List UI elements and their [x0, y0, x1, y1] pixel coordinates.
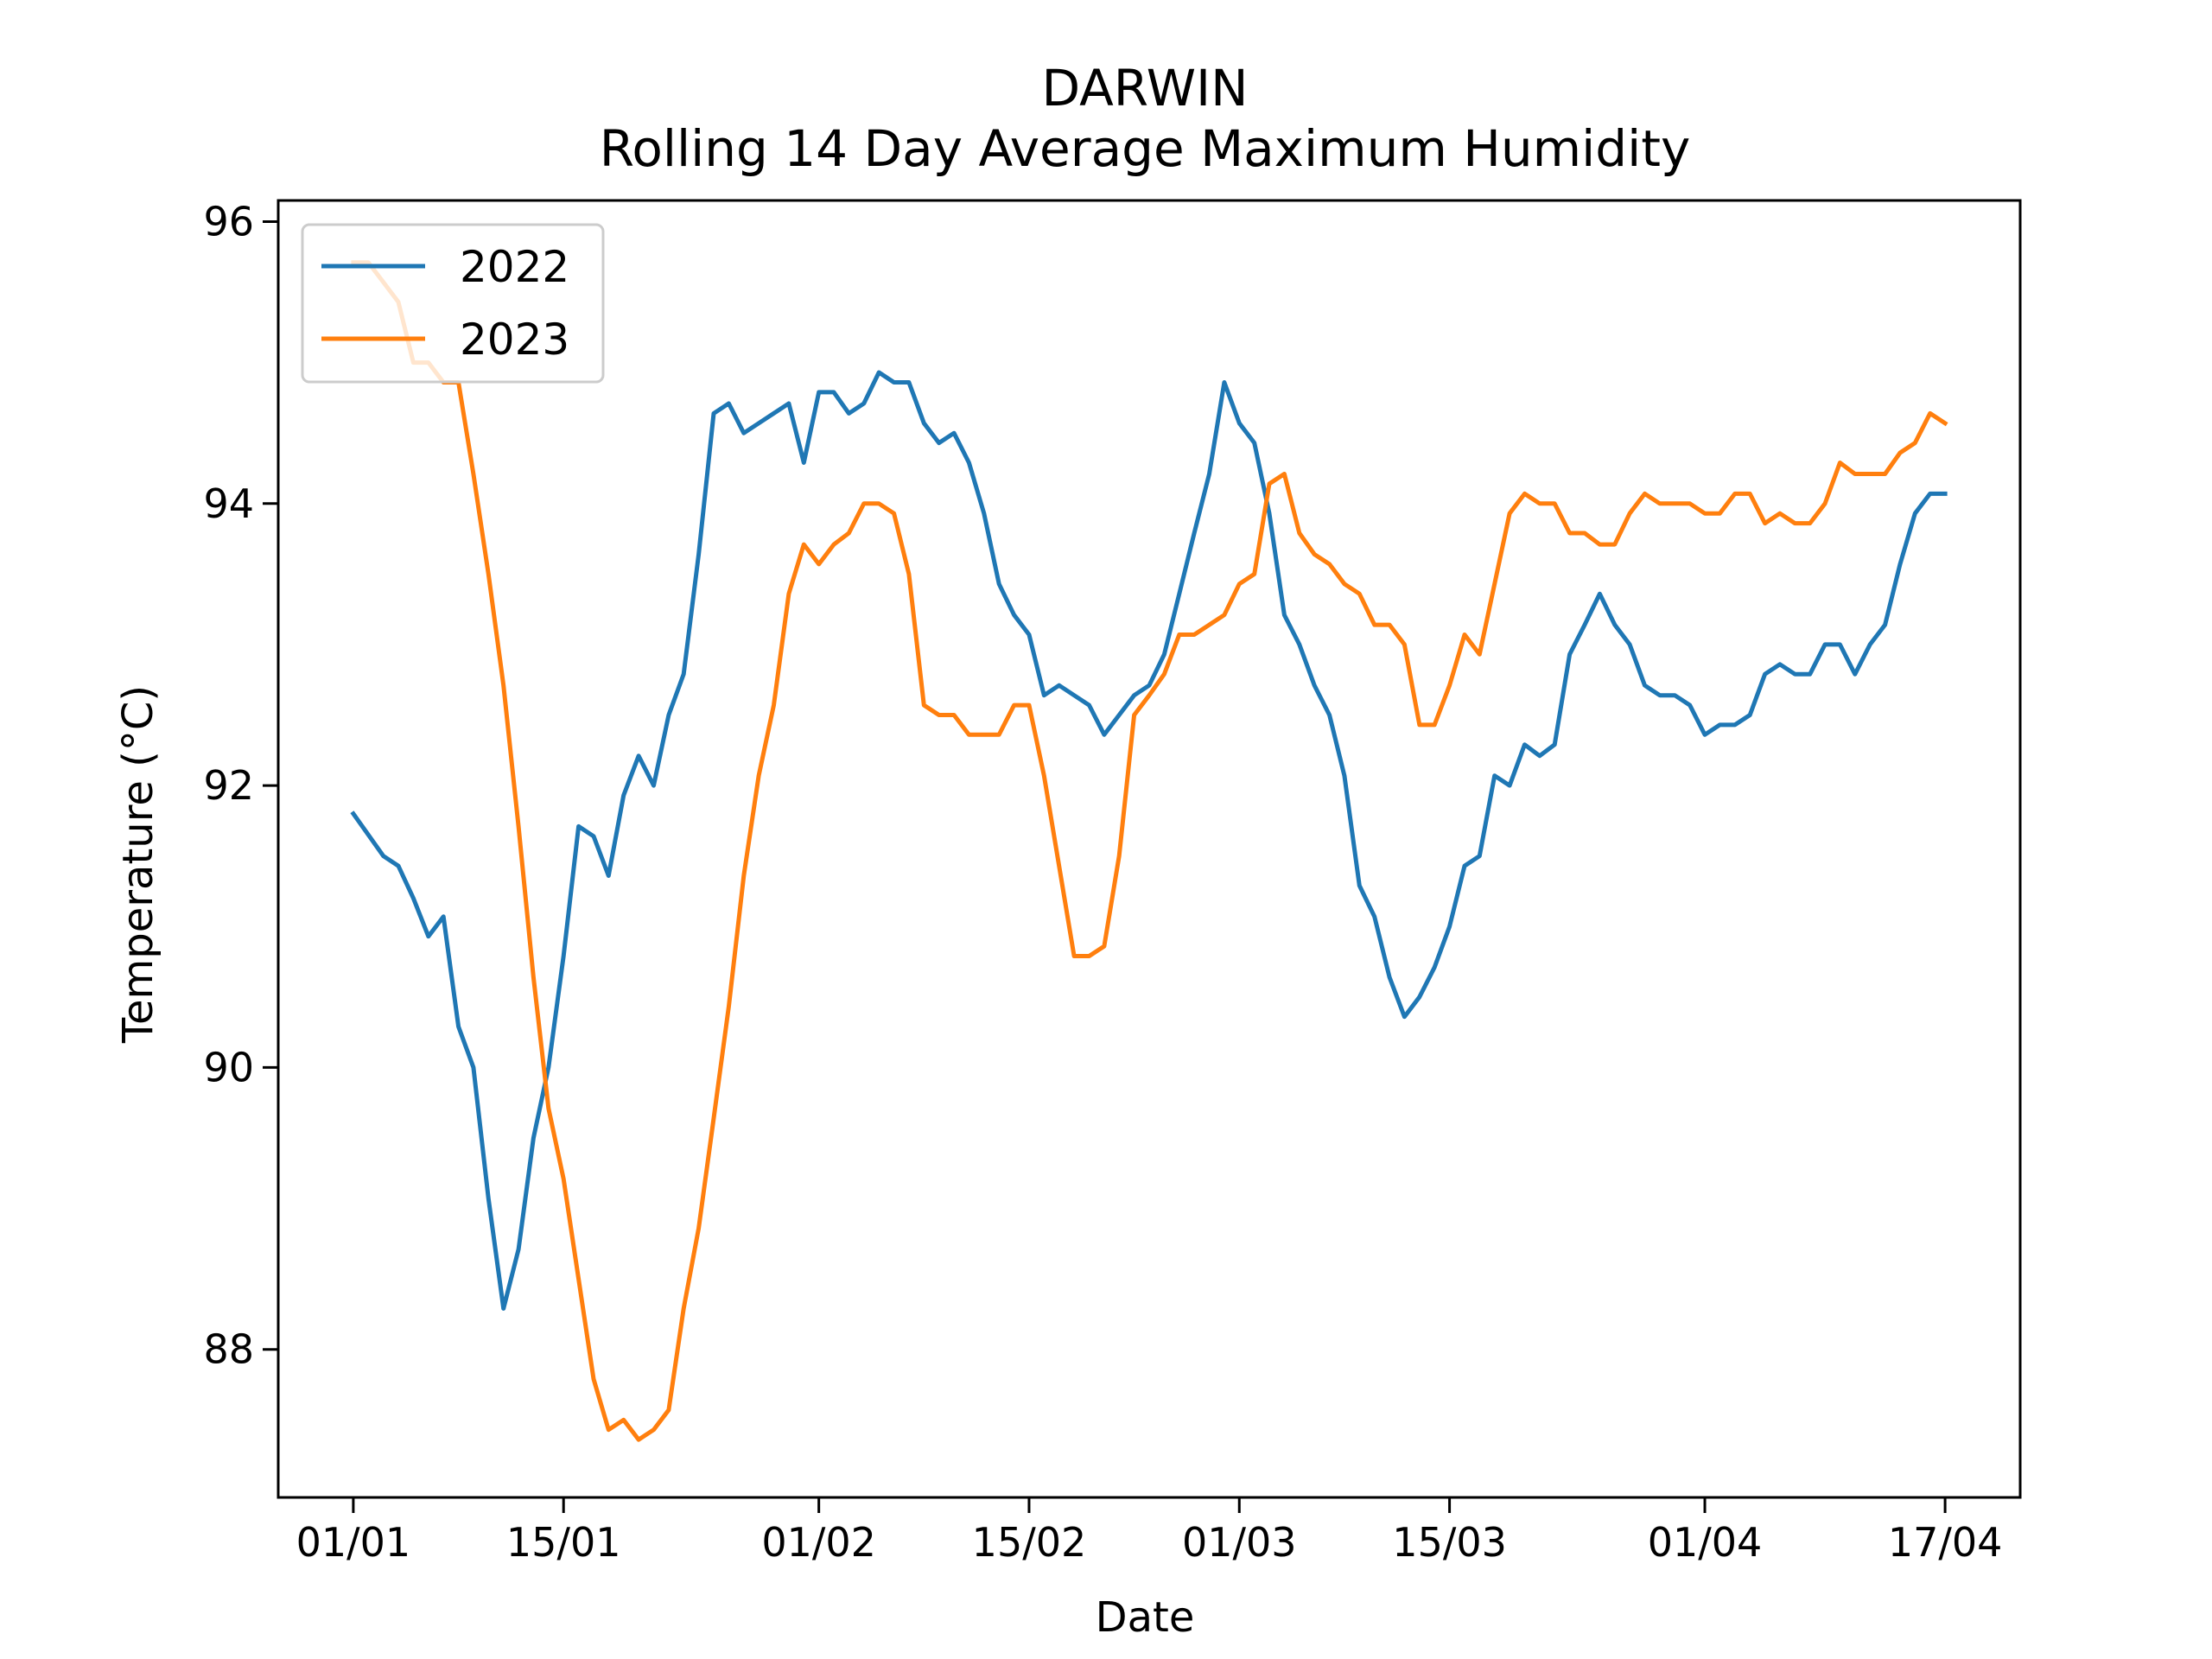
- plot-area: [276, 199, 2022, 1499]
- x-tick-label: 17/04: [1888, 1519, 2003, 1566]
- y-tick-label: 88: [203, 1326, 254, 1373]
- x-tick-label: 01/04: [1648, 1519, 1763, 1566]
- axes-frame: [276, 199, 2022, 1499]
- chart-subtitle: Rolling 14 Day Average Maximum Humidity: [600, 119, 1691, 178]
- x-tick-label: 01/03: [1182, 1519, 1297, 1566]
- series-line-2023: [351, 260, 1948, 1442]
- y-tick-label: 90: [203, 1044, 254, 1090]
- x-axis-label: Date: [1096, 1593, 1195, 1642]
- series-layer: [350, 260, 1948, 1442]
- chart-title: DARWIN: [1041, 59, 1248, 118]
- legend-label-2023: 2023: [460, 315, 569, 365]
- y-tick-label: 94: [203, 480, 254, 527]
- y-tick-label: 96: [203, 198, 254, 245]
- legend: 2022 2023: [301, 223, 605, 384]
- x-axis: 01/01 15/01 01/02 15/02 01/03 15/03 01/04 17/04: [296, 1497, 2003, 1566]
- legend-label-2022: 2022: [460, 242, 569, 292]
- x-tick-label: 01/02: [761, 1519, 876, 1566]
- x-tick-label: 15/03: [1392, 1519, 1507, 1566]
- y-tick-label: 92: [203, 762, 254, 809]
- series-line-2022: [350, 370, 1948, 1311]
- y-axis-label: Temperature (°C): [114, 685, 162, 1044]
- x-tick-label: 01/01: [296, 1519, 411, 1566]
- y-axis: 88 90 92 94 96: [203, 198, 278, 1373]
- x-tick-label: 15/01: [506, 1519, 621, 1566]
- x-tick-label: 15/02: [972, 1519, 1087, 1566]
